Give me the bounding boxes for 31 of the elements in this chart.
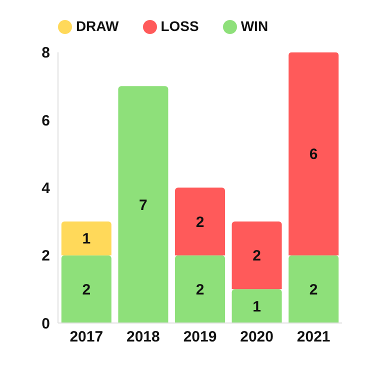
bar	[118, 86, 168, 323]
data-label: 7	[139, 196, 148, 214]
data-label: 2	[252, 248, 261, 265]
data-label: 2	[309, 281, 318, 298]
legend-label: WIN	[240, 18, 268, 34]
bar	[232, 221, 282, 290]
bar	[175, 188, 226, 256]
data-label: 1	[252, 298, 261, 316]
data-label: 2	[82, 281, 91, 298]
bar	[61, 255, 112, 323]
bar	[232, 289, 282, 323]
y-tick-label: 2	[42, 248, 50, 265]
data-label: 2	[196, 281, 204, 298]
x-tick-label: 2019	[183, 328, 217, 346]
x-tick-label: 2017	[70, 328, 104, 346]
bar	[288, 255, 339, 323]
bar	[175, 255, 226, 323]
data-label: 1	[82, 230, 91, 248]
legend-label: DRAW	[76, 18, 119, 34]
y-tick-label: 0	[42, 315, 50, 332]
bar	[61, 221, 112, 256]
legend-label: LOSS	[160, 18, 199, 34]
x-tick-label: 2018	[126, 328, 160, 346]
data-label: 6	[309, 146, 318, 164]
y-tick-label: 6	[42, 112, 50, 130]
bar	[288, 52, 339, 256]
y-tick-label: 8	[42, 44, 50, 62]
x-tick-label: 2020	[240, 328, 274, 346]
data-label: 2	[196, 214, 204, 231]
y-tick-label: 4	[42, 180, 51, 197]
x-tick-label: 2021	[296, 328, 330, 346]
